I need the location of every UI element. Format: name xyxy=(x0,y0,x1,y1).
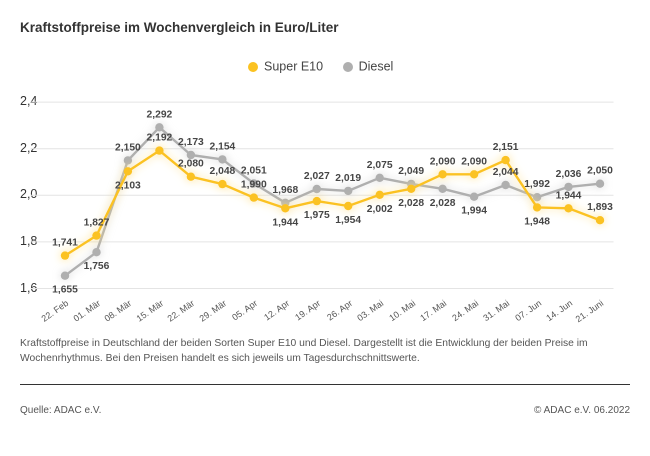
svg-text:1,975: 1,975 xyxy=(304,210,330,221)
svg-text:1,944: 1,944 xyxy=(556,190,582,201)
svg-text:2,027: 2,027 xyxy=(304,171,330,182)
svg-text:2,028: 2,028 xyxy=(398,198,424,209)
svg-text:1,655: 1,655 xyxy=(52,285,78,296)
svg-text:1,992: 1,992 xyxy=(524,179,550,190)
svg-text:2,019: 2,019 xyxy=(335,173,361,184)
svg-text:2,075: 2,075 xyxy=(367,160,393,171)
svg-text:2,173: 2,173 xyxy=(178,137,204,148)
svg-text:2,036: 2,036 xyxy=(556,169,582,180)
svg-text:2,154: 2,154 xyxy=(210,141,236,152)
svg-text:1,944: 1,944 xyxy=(272,217,298,228)
svg-text:2,051: 2,051 xyxy=(241,165,267,176)
svg-text:2,090: 2,090 xyxy=(430,156,456,167)
svg-text:1,756: 1,756 xyxy=(84,261,110,272)
svg-text:2,151: 2,151 xyxy=(493,142,519,153)
svg-text:1,827: 1,827 xyxy=(84,218,110,229)
svg-text:2,090: 2,090 xyxy=(461,156,487,167)
svg-text:1,968: 1,968 xyxy=(272,185,298,196)
svg-text:2,103: 2,103 xyxy=(115,180,141,191)
svg-text:1,954: 1,954 xyxy=(335,215,361,226)
svg-text:2,192: 2,192 xyxy=(147,133,173,144)
svg-text:2,049: 2,049 xyxy=(398,166,424,177)
svg-text:2,002: 2,002 xyxy=(367,204,393,215)
svg-text:2,044: 2,044 xyxy=(493,167,519,178)
svg-text:2,080: 2,080 xyxy=(178,159,204,170)
svg-text:1,741: 1,741 xyxy=(52,238,78,249)
svg-text:1,948: 1,948 xyxy=(524,216,550,227)
svg-text:2,150: 2,150 xyxy=(115,142,141,153)
svg-text:2,028: 2,028 xyxy=(430,198,456,209)
svg-text:2,048: 2,048 xyxy=(210,166,236,177)
svg-text:1,990: 1,990 xyxy=(241,180,267,191)
svg-text:1,893: 1,893 xyxy=(587,202,613,213)
svg-text:1,994: 1,994 xyxy=(461,206,487,217)
svg-text:2,292: 2,292 xyxy=(147,109,173,120)
svg-text:2,050: 2,050 xyxy=(587,166,613,177)
